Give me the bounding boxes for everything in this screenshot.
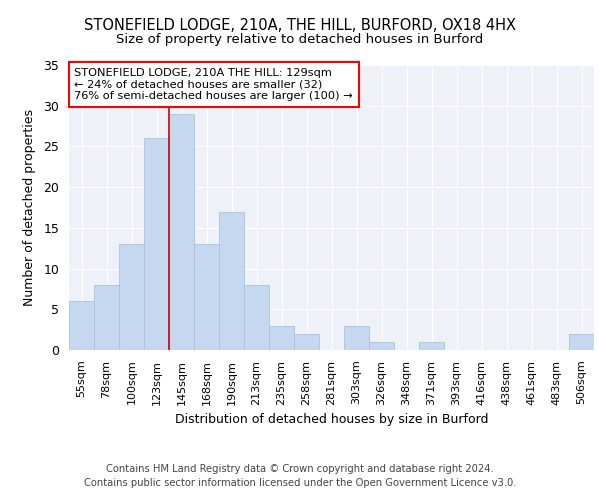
Bar — [344, 326, 369, 350]
X-axis label: Distribution of detached houses by size in Burford: Distribution of detached houses by size … — [175, 413, 488, 426]
Bar — [69, 301, 94, 350]
Text: STONEFIELD LODGE, 210A THE HILL: 129sqm
← 24% of detached houses are smaller (32: STONEFIELD LODGE, 210A THE HILL: 129sqm … — [74, 68, 353, 101]
Bar — [569, 334, 594, 350]
Bar — [269, 326, 294, 350]
Bar — [94, 285, 119, 350]
Bar — [144, 138, 169, 350]
Bar — [244, 285, 269, 350]
Text: Size of property relative to detached houses in Burford: Size of property relative to detached ho… — [116, 32, 484, 46]
Y-axis label: Number of detached properties: Number of detached properties — [23, 109, 37, 306]
Bar — [294, 334, 319, 350]
Text: Contains HM Land Registry data © Crown copyright and database right 2024.
Contai: Contains HM Land Registry data © Crown c… — [84, 464, 516, 487]
Bar — [219, 212, 244, 350]
Bar — [369, 342, 394, 350]
Bar — [194, 244, 219, 350]
Text: STONEFIELD LODGE, 210A, THE HILL, BURFORD, OX18 4HX: STONEFIELD LODGE, 210A, THE HILL, BURFOR… — [84, 18, 516, 32]
Bar — [119, 244, 144, 350]
Bar — [419, 342, 444, 350]
Bar — [169, 114, 194, 350]
